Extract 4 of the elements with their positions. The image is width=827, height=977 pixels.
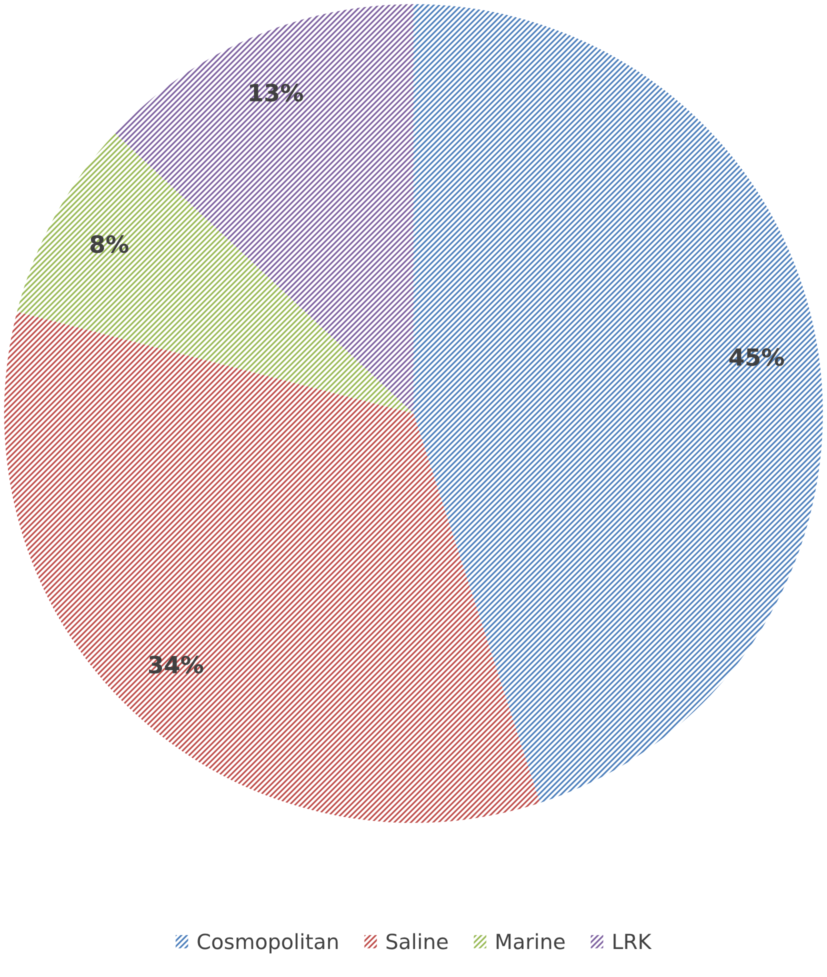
legend-label: Marine — [496, 933, 565, 950]
legend-label: LRK — [614, 934, 652, 950]
legend-label: Saline — [386, 933, 448, 950]
legend-label: Cosmopolitan — [198, 933, 338, 954]
